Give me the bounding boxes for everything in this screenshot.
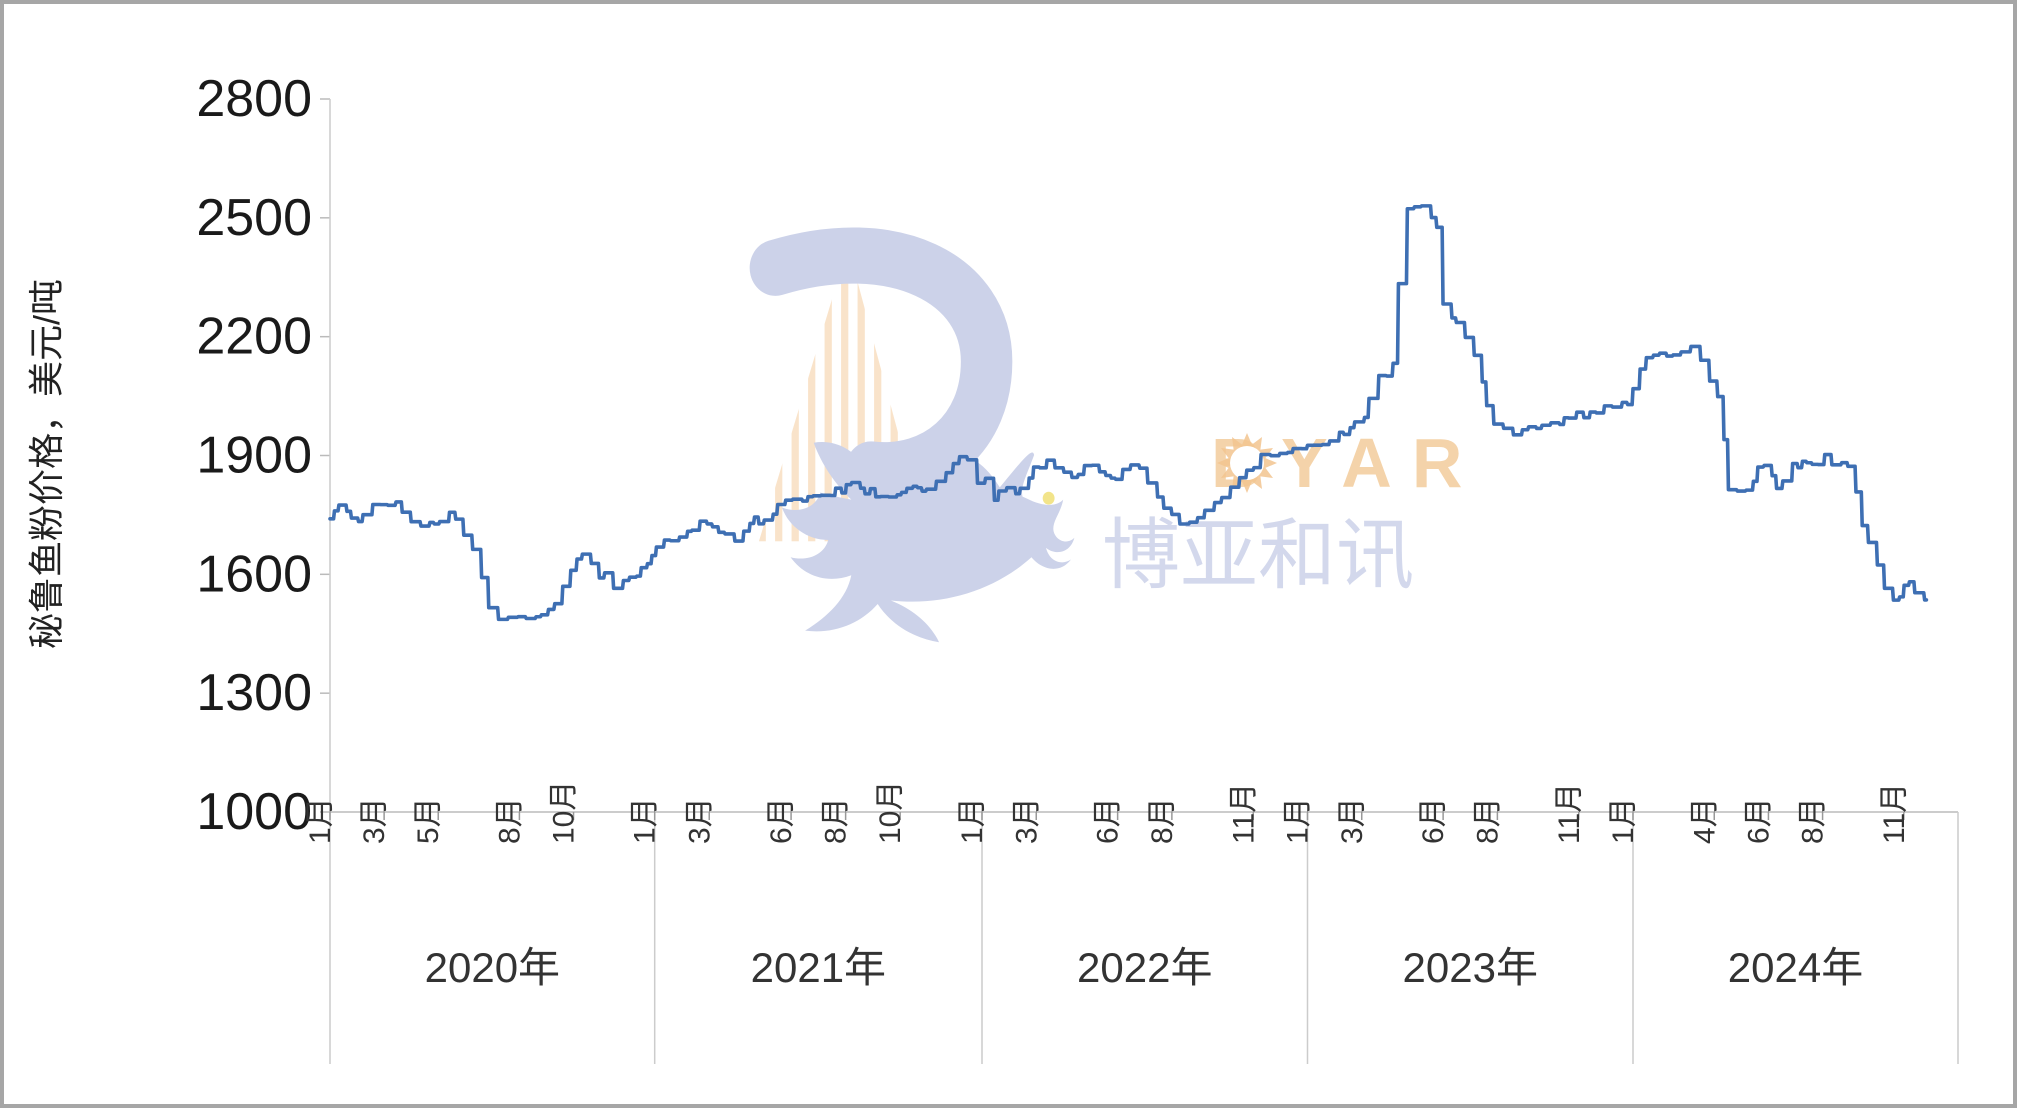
svg-text:3月: 3月 bbox=[358, 797, 391, 844]
svg-text:3月: 3月 bbox=[683, 797, 716, 844]
svg-text:YAR: YAR bbox=[1281, 424, 1482, 502]
svg-text:8月: 8月 bbox=[1471, 797, 1504, 844]
svg-text:6月: 6月 bbox=[1742, 797, 1775, 844]
svg-text:11月: 11月 bbox=[1227, 783, 1260, 844]
svg-text:秘鲁鱼粉价格，美元/吨: 秘鲁鱼粉价格，美元/吨 bbox=[26, 279, 67, 649]
svg-text:8月: 8月 bbox=[1146, 797, 1179, 844]
svg-text:2200: 2200 bbox=[196, 308, 312, 366]
svg-text:6月: 6月 bbox=[1092, 797, 1125, 844]
svg-text:2023年: 2023年 bbox=[1403, 944, 1538, 991]
svg-text:1月: 1月 bbox=[304, 797, 337, 844]
svg-text:2021年: 2021年 bbox=[751, 944, 886, 991]
svg-text:1月: 1月 bbox=[629, 797, 662, 844]
svg-text:8月: 8月 bbox=[820, 797, 853, 844]
svg-text:博亚和讯: 博亚和讯 bbox=[1102, 511, 1414, 599]
svg-text:6月: 6月 bbox=[765, 797, 798, 844]
svg-text:10月: 10月 bbox=[874, 781, 907, 844]
svg-text:1月: 1月 bbox=[1282, 797, 1315, 844]
svg-text:3月: 3月 bbox=[1336, 797, 1369, 844]
svg-text:6月: 6月 bbox=[1417, 797, 1450, 844]
svg-text:8月: 8月 bbox=[1797, 797, 1830, 844]
svg-text:11月: 11月 bbox=[1553, 783, 1586, 844]
svg-text:4月: 4月 bbox=[1688, 797, 1721, 844]
svg-text:10月: 10月 bbox=[548, 781, 581, 844]
svg-text:2800: 2800 bbox=[196, 70, 312, 128]
svg-text:2022年: 2022年 bbox=[1077, 944, 1212, 991]
svg-text:2020年: 2020年 bbox=[425, 944, 560, 991]
svg-text:11月: 11月 bbox=[1878, 783, 1911, 844]
svg-text:3月: 3月 bbox=[1010, 797, 1043, 844]
svg-text:1300: 1300 bbox=[196, 664, 312, 722]
svg-text:1900: 1900 bbox=[196, 427, 312, 485]
svg-text:1月: 1月 bbox=[1607, 797, 1640, 844]
svg-text:8月: 8月 bbox=[493, 797, 526, 844]
svg-text:5月: 5月 bbox=[412, 797, 445, 844]
svg-text:1月: 1月 bbox=[956, 797, 989, 844]
svg-text:1600: 1600 bbox=[196, 545, 312, 603]
svg-text:1000: 1000 bbox=[196, 783, 312, 841]
svg-text:2024年: 2024年 bbox=[1728, 944, 1863, 991]
svg-text:2500: 2500 bbox=[196, 189, 312, 247]
